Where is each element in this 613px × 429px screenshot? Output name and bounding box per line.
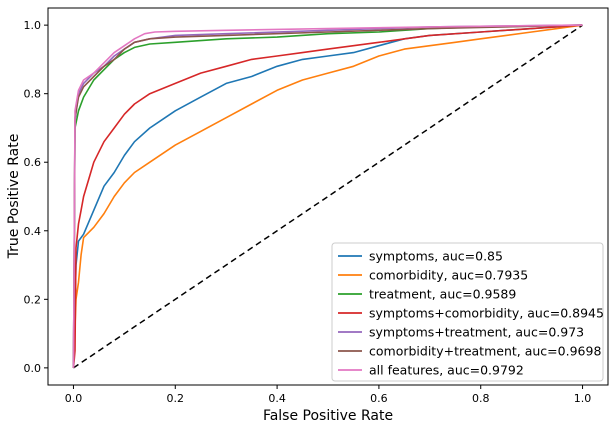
legend-label-symptoms-treatment: symptoms+treatment, auc=0.973 (369, 325, 584, 340)
legend-label-comorbidity-treatment: comorbidity+treatment, auc=0.9698 (369, 344, 601, 359)
x-tick-label: 0.8 (472, 392, 490, 405)
y-tick-label: 0.2 (24, 293, 42, 306)
x-tick-label: 0.0 (65, 392, 83, 405)
y-axis-ticks: 0.0 0.2 0.4 0.6 0.8 1.0 (24, 19, 48, 375)
y-tick-label: 1.0 (24, 19, 42, 32)
x-tick-label: 0.4 (268, 392, 286, 405)
x-axis-title: False Positive Rate (263, 408, 393, 424)
legend-label-symptoms: symptoms, auc=0.85 (369, 249, 503, 264)
legend-label-all-features: all features, auc=0.9792 (369, 363, 524, 378)
series-line-comorbidity-treatment (72, 24, 583, 368)
y-tick-label: 0.8 (24, 88, 42, 101)
series-line-treatment (72, 24, 583, 368)
y-tick-label: 0.4 (24, 225, 42, 238)
series-layer (72, 24, 583, 368)
x-tick-label: 1.0 (574, 392, 592, 405)
x-axis-ticks: 0.0 0.2 0.4 0.6 0.8 1.0 (65, 385, 592, 405)
series-line-symptoms-comorbidity (72, 24, 583, 368)
x-tick-label: 0.2 (167, 392, 185, 405)
legend-label-symptoms-comorbidity: symptoms+comorbidity, auc=0.8945 (369, 306, 604, 321)
y-axis-title: True Positive Rate (6, 134, 22, 260)
diagonal-reference-line (73, 24, 583, 369)
legend: symptoms, auc=0.85 comorbidity, auc=0.793… (331, 242, 604, 382)
legend-label-treatment: treatment, auc=0.9589 (369, 287, 516, 302)
y-tick-label: 0.6 (24, 156, 42, 169)
x-tick-label: 0.6 (370, 392, 388, 405)
series-line-comorbidity (72, 24, 583, 368)
y-tick-label: 0.0 (24, 362, 42, 375)
legend-label-comorbidity: comorbidity, auc=0.7935 (369, 268, 528, 283)
legend-box (331, 242, 604, 382)
series-line-all-features (72, 24, 583, 368)
